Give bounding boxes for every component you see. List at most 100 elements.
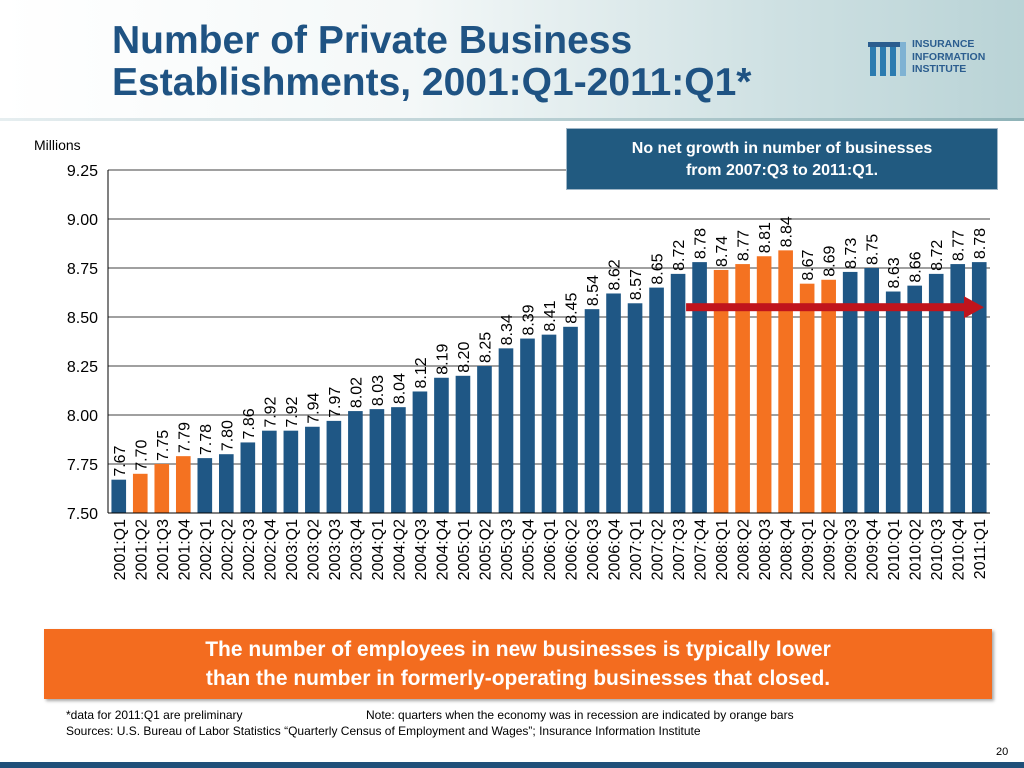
footnote-recession-note: Note: quarters when the economy was in r… [366,708,794,722]
y-tick-label: 7.75 [67,457,98,474]
data-label: 8.34 [499,314,516,345]
x-tick-label: 2011:Q1 [972,519,989,579]
page-number: 20 [996,746,1009,758]
data-label: 8.78 [972,228,989,259]
data-label: 8.77 [951,230,968,261]
bar [520,338,535,513]
iii-logo: INSURANCE INFORMATION INSTITUTE [868,36,1018,80]
x-tick-label: 2010:Q1 [886,519,903,580]
header-band [0,0,1024,118]
x-tick-label: 2002:Q4 [262,519,279,580]
y-tick-label: 9.25 [67,163,98,180]
bar [111,479,127,513]
takeaway-line-2: than the number in formerly-operating bu… [205,667,831,690]
data-label: 8.39 [520,304,537,335]
x-tick-label: 2007:Q2 [650,519,667,580]
bar [219,454,234,513]
data-label: 8.20 [456,342,473,373]
x-tick-label: 2002:Q2 [219,519,236,580]
bar [627,303,643,513]
y-tick-label: 9.00 [67,212,98,229]
y-tick-label: 8.00 [67,408,98,425]
footer-band [0,762,1024,768]
trend-arrow [686,296,984,319]
x-tick-label: 2004:Q3 [413,519,430,580]
bar [606,293,621,513]
logo-text: INSURANCE INFORMATION INSTITUTE [912,38,985,76]
x-tick-label: 2006:Q4 [607,519,624,580]
x-tick-label: 2003:Q4 [348,519,365,580]
iii-logo-mark-icon [868,42,906,76]
bar [197,458,213,513]
bar [154,464,170,513]
logo-line-1: INSURANCE [912,38,975,50]
x-tick-label: 2004:Q1 [370,519,387,580]
data-label: 7.80 [219,420,236,451]
bar [584,309,600,513]
data-label: 8.25 [477,332,494,363]
data-label: 8.78 [693,228,710,259]
title-line-1: Number of Private Business [112,19,633,62]
data-label: 7.79 [176,422,193,453]
x-tick-label: 2005:Q3 [499,519,516,580]
data-label: 8.73 [843,238,860,269]
bar [971,262,987,513]
data-label: 8.63 [886,257,903,288]
bar [713,269,729,513]
x-tick-label: 2005:Q4 [520,519,537,580]
data-label: 7.67 [112,445,129,476]
title-line-2: Establishments, 2001:Q1-2011:Q1* [112,61,752,104]
x-tick-label: 2003:Q3 [327,519,344,580]
data-label: 7.92 [262,396,279,427]
y-axis-label: Millions [34,137,81,153]
data-label: 8.62 [607,259,624,290]
data-label: 8.54 [585,275,602,306]
bar [692,262,707,513]
x-tick-label: 2006:Q2 [564,519,581,580]
bar-chart: 7.507.758.008.258.508.759.009.25 7.67 7.7… [34,137,990,580]
x-tick-label: 2008:Q1 [714,519,731,580]
x-axis-ticks: 2001:Q1 2001:Q2 2001:Q3 2001:Q4 2002:Q1 2002:… [112,519,989,580]
data-label: 8.77 [736,230,753,261]
x-tick-label: 2007:Q1 [628,519,645,580]
bar [434,377,449,513]
bar [670,273,686,513]
data-label: 8.12 [413,357,430,388]
footnotes: *data for 2011:Q1 are preliminary Note: q… [66,707,794,739]
x-tick-label: 2006:Q3 [585,519,602,580]
page-title: Number of Private Business Establishment… [112,20,832,104]
bar [885,291,901,513]
bar [132,473,148,513]
bar [412,391,428,513]
bar [283,430,299,513]
data-label: 7.86 [241,408,258,439]
x-tick-label: 2005:Q2 [477,519,494,580]
bars [111,250,987,514]
takeaway-box: The number of employees in new businesse… [44,629,992,699]
bar [907,285,923,513]
bar [799,283,815,513]
data-label: 8.69 [822,246,839,277]
data-label: 8.57 [628,269,645,300]
x-tick-label: 2010:Q2 [908,519,925,580]
bar [735,264,750,513]
bar [864,268,879,513]
header-divider [0,118,1024,121]
footnote-row: *data for 2011:Q1 are preliminary Note: q… [66,707,794,723]
logo-line-3: INSTITUTE [912,63,967,75]
data-label: 8.04 [391,373,408,404]
takeaway-line-1: The number of employees in new businesse… [205,638,831,661]
data-label: 7.70 [133,440,150,471]
y-axis-ticks: 7.50 7.75 8.00 8.25 8.50 8.75 9.00 9.25 [67,163,98,523]
data-label: 8.45 [564,293,581,324]
bar [756,256,772,513]
data-label: 8.67 [800,249,817,280]
x-tick-label: 2002:Q3 [241,519,258,580]
x-tick-label: 2007:Q3 [671,519,688,580]
x-tick-label: 2001:Q1 [112,519,129,580]
x-tick-label: 2010:Q4 [951,519,968,580]
y-tick-label: 8.25 [67,359,98,376]
x-tick-label: 2004:Q4 [434,519,451,580]
bar [455,375,471,513]
bar [541,334,557,513]
